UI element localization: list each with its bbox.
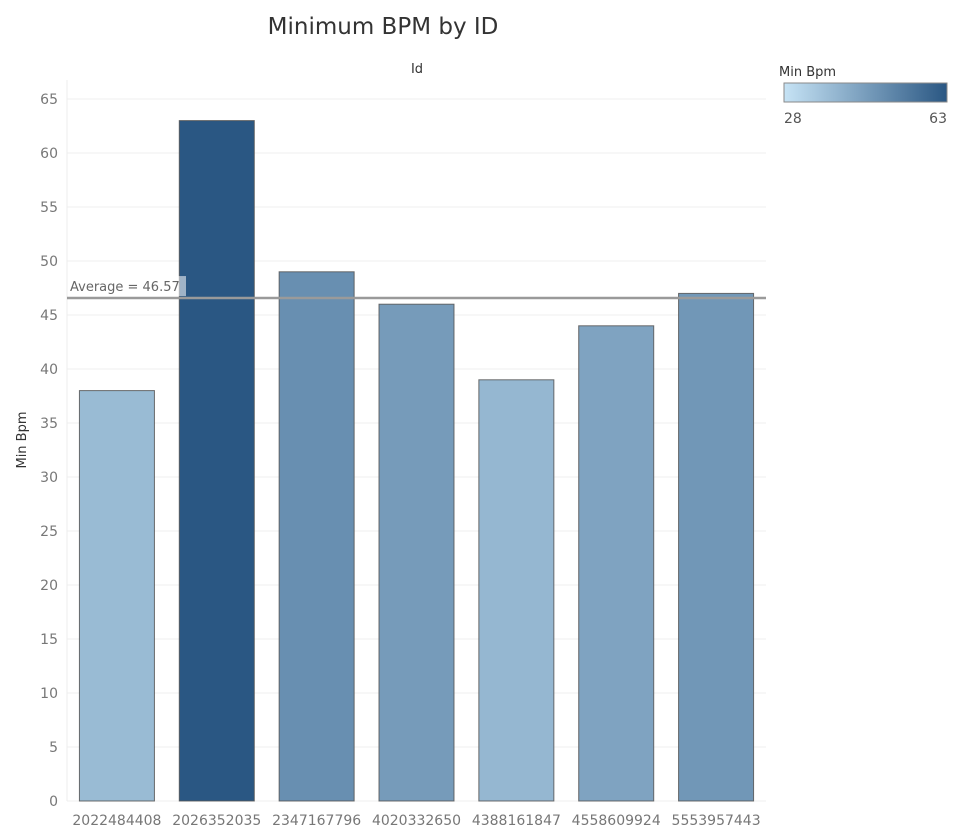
chart-title: Minimum BPM by ID (268, 14, 499, 40)
average-label-background (68, 276, 186, 297)
bar (678, 292, 755, 802)
y-tick-label: 35 (40, 416, 58, 432)
legend-max-label: 63 (929, 111, 947, 127)
y-tick-label: 65 (40, 92, 58, 108)
y-tick-label: 40 (40, 362, 58, 378)
x-tick-label: 2026352035 (172, 813, 261, 829)
color-legend: Min Bpm 28 63 (779, 65, 948, 127)
y-tick-label: 30 (40, 470, 58, 486)
bar (378, 303, 455, 802)
average-label: Average = 46.57 (70, 280, 180, 295)
x-axis-title: Id (411, 62, 423, 77)
bar (578, 325, 655, 802)
legend-title: Min Bpm (779, 65, 836, 80)
x-tick-label: 5553957443 (672, 813, 761, 829)
y-tick-label: 25 (40, 524, 58, 540)
legend-color-ramp (783, 82, 948, 103)
y-tick-label: 20 (40, 578, 58, 594)
y-tick-label: 55 (40, 200, 58, 216)
bars (78, 120, 755, 802)
y-tick-label: 50 (40, 254, 58, 270)
y-tick-label: 0 (49, 794, 58, 810)
x-tick-label: 4558609924 (572, 813, 661, 829)
x-tick-label: 4020332650 (372, 813, 461, 829)
y-tick-label: 5 (49, 740, 58, 756)
x-axis: 2022484408 2026352035 2347167796 4020332650… (72, 813, 760, 829)
y-tick-label: 45 (40, 308, 58, 324)
x-tick-label: 2347167796 (272, 813, 361, 829)
bar (478, 379, 555, 802)
y-tick-label: 15 (40, 632, 58, 648)
y-axis: 0 5 10 15 20 25 30 35 40 45 50 55 60 65 (40, 92, 58, 810)
bar (278, 271, 355, 802)
legend-min-label: 28 (784, 111, 802, 127)
x-tick-label: 2022484408 (72, 813, 161, 829)
y-tick-label: 60 (40, 146, 58, 162)
x-tick-label: 4388161847 (472, 813, 561, 829)
bar (178, 120, 255, 802)
y-tick-label: 10 (40, 686, 58, 702)
y-axis-title: Min Bpm (15, 411, 30, 468)
bar (78, 390, 155, 802)
